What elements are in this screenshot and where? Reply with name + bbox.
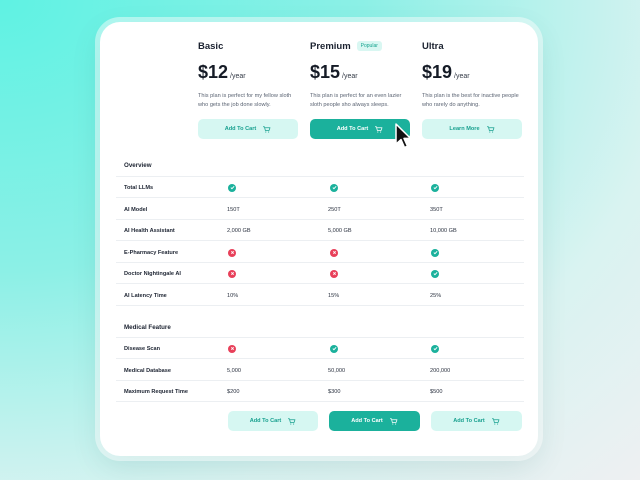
- button-label: Learn More: [449, 126, 480, 132]
- row-label: Doctor Nightingale AI: [124, 270, 181, 277]
- cell-value: $500: [430, 388, 443, 395]
- button-label: Add To Cart: [453, 418, 485, 424]
- cross-circle-icon: [330, 248, 338, 257]
- cell-value: $200: [227, 388, 240, 395]
- button-label: Add To Cart: [249, 418, 282, 424]
- table-row: E-Pharmacy Feature: [116, 242, 524, 263]
- table-row: AI Model 150T 250T 350T: [116, 199, 524, 220]
- cell-value: 5,000: [227, 367, 241, 374]
- row-label: Disease Scan: [124, 345, 161, 352]
- table-row: AI Health Assistant 2,000 GB 5,000 GB 10…: [116, 220, 524, 241]
- check-circle-icon: [431, 344, 439, 353]
- cell-value: $300: [328, 388, 341, 395]
- ultra-learn-more-button[interactable]: Learn More: [422, 119, 522, 139]
- ultra-footer-add-to-cart-button[interactable]: Add To Cart: [431, 411, 522, 431]
- cart-icon: [263, 125, 271, 133]
- cross-circle-icon: [330, 269, 338, 278]
- plan-ultra: Ultra $19/year This plan is the best for…: [422, 40, 526, 110]
- row-label: AI Health Assistant: [124, 227, 175, 234]
- premium-footer-add-to-cart-button[interactable]: Add To Cart: [329, 411, 420, 431]
- plan-price: $15: [310, 62, 341, 82]
- divider: [116, 176, 524, 177]
- cross-circle-icon: [228, 269, 236, 278]
- row-label: E-Pharmacy Feature: [124, 249, 179, 256]
- divider: [116, 337, 524, 338]
- cross-circle-icon: [228, 248, 236, 257]
- check-circle-icon: [330, 183, 338, 192]
- table-row: Maximum Request Time $200 $300 $500: [116, 381, 524, 402]
- cell-value: 200,000: [430, 367, 451, 374]
- plan-premium: Premium Popular $15/year This plan is pe…: [310, 40, 414, 110]
- table-row: Medical Database 5,000 50,000 200,000: [116, 360, 524, 381]
- button-label: Add To Cart: [336, 126, 369, 132]
- basic-add-to-cart-button[interactable]: Add To Cart: [198, 119, 298, 139]
- premium-add-to-cart-button[interactable]: Add To Cart: [310, 119, 410, 139]
- plan-description: This plan is perfect for an even lazier …: [310, 93, 402, 108]
- cursor-arrow-icon: [395, 123, 412, 149]
- plan-price: $12: [198, 62, 229, 82]
- cell-value: 10%: [227, 292, 239, 299]
- check-circle-icon: [431, 248, 439, 257]
- cart-icon: [486, 125, 494, 133]
- table-row: Total LLMs: [116, 177, 524, 198]
- cell-value: 5,000 GB: [328, 227, 352, 234]
- button-label: Add To Cart: [224, 126, 257, 132]
- cross-circle-icon: [228, 344, 236, 353]
- check-circle-icon: [228, 183, 236, 192]
- check-circle-icon: [431, 183, 439, 192]
- check-circle-icon: [431, 269, 439, 278]
- cell-value: 15%: [328, 292, 340, 299]
- plan-description: This plan is perfect for my fellow sloth…: [198, 93, 292, 108]
- plan-name: Ultra: [422, 40, 444, 52]
- cell-value: 350T: [430, 206, 443, 213]
- row-label: Maximum Request Time: [124, 388, 188, 395]
- table-row: AI Latency Time 10% 15% 25%: [116, 285, 524, 306]
- cell-value: 10,000 GB: [430, 227, 457, 234]
- cart-icon: [375, 125, 383, 133]
- button-label: Add To Cart: [351, 418, 383, 424]
- plan-description: This plan is the best for inactive peopl…: [422, 93, 519, 108]
- row-label: AI Latency Time: [124, 292, 167, 299]
- cart-icon: [491, 417, 500, 425]
- plan-price: $19: [422, 62, 453, 82]
- table-row: Disease Scan: [116, 338, 524, 359]
- plan-name: Premium: [310, 40, 351, 52]
- section-title-medical-feature: Medical Feature: [124, 324, 171, 331]
- cell-value: 25%: [430, 292, 442, 299]
- plan-name: Basic: [198, 40, 224, 52]
- row-label: Medical Database: [124, 367, 171, 374]
- cart-icon: [389, 417, 398, 425]
- check-circle-icon: [330, 344, 338, 353]
- table-row: Doctor Nightingale AI: [116, 263, 524, 284]
- basic-footer-add-to-cart-button[interactable]: Add To Cart: [228, 411, 318, 431]
- section-title-overview: Overview: [124, 162, 152, 169]
- cell-value: 2,000 GB: [227, 227, 251, 234]
- cell-value: 50,000: [328, 367, 346, 374]
- plan-basic: Basic $12/year This plan is perfect for …: [198, 40, 302, 110]
- pricing-card: Basic $12/year This plan is perfect for …: [100, 22, 538, 456]
- row-label: AI Model: [124, 206, 148, 213]
- cart-icon: [288, 417, 296, 425]
- row-label: Total LLMs: [124, 184, 154, 191]
- price-period: /year: [454, 73, 470, 80]
- cell-value: 150T: [227, 206, 240, 213]
- price-period: /year: [342, 73, 358, 80]
- price-period: /year: [230, 73, 246, 80]
- popular-badge: Popular: [356, 41, 382, 51]
- cell-value: 250T: [328, 206, 341, 213]
